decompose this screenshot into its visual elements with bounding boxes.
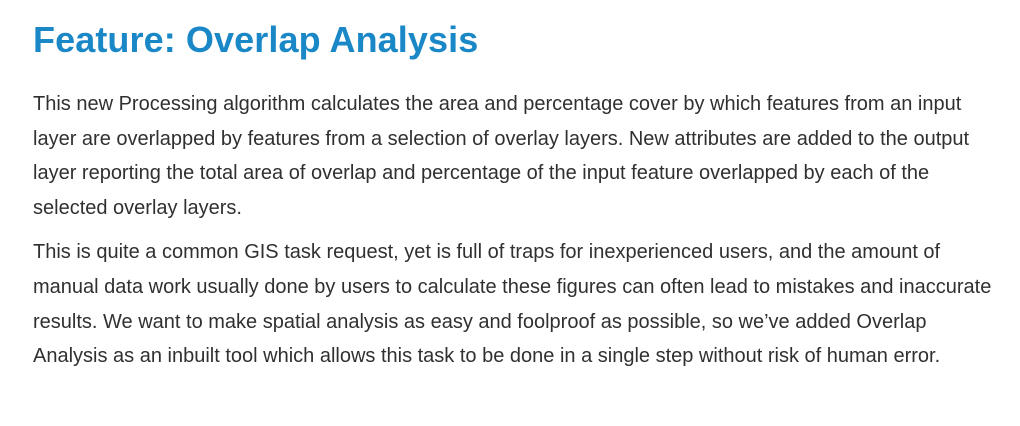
article-section: Feature: Overlap Analysis This new Proce… <box>33 18 998 374</box>
feature-heading: Feature: Overlap Analysis <box>33 19 479 60</box>
description-paragraph: This new Processing algorithm calculates… <box>33 93 970 219</box>
rationale-paragraph: This is quite a common GIS task request,… <box>33 241 992 368</box>
